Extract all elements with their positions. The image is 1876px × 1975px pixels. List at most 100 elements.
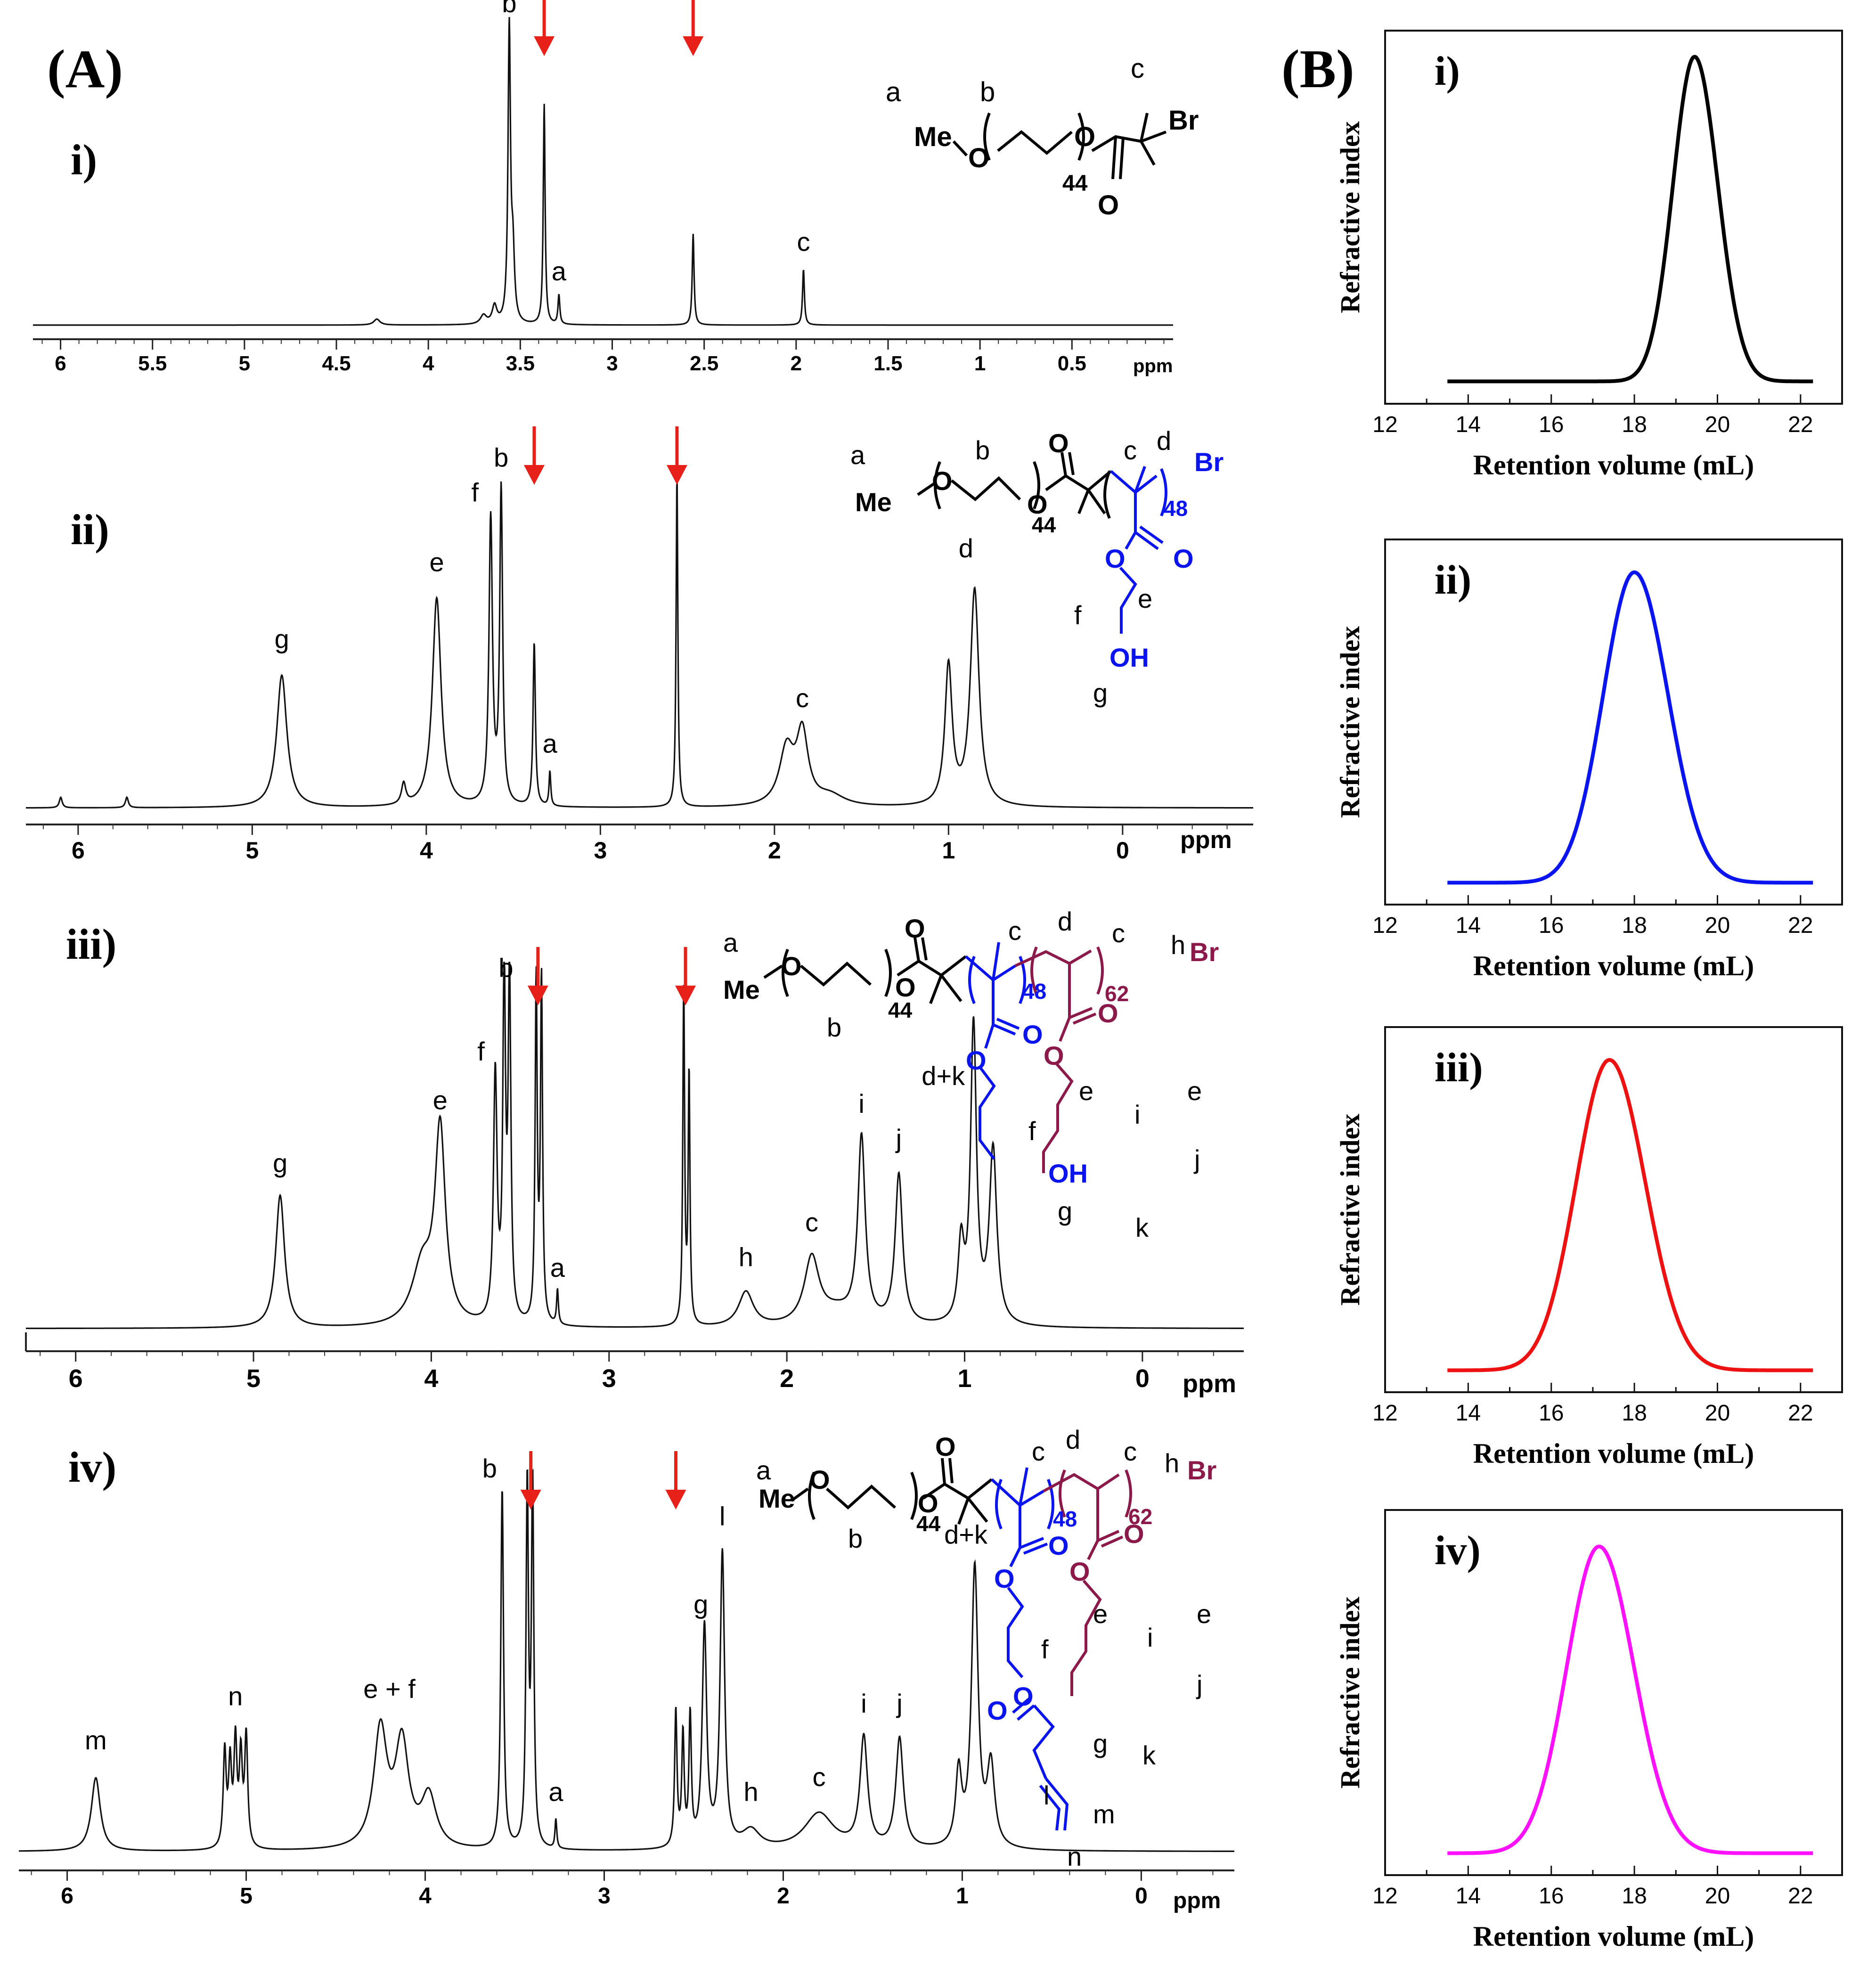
gpc-frame xyxy=(1384,30,1843,405)
nmr-peak-label: d+k xyxy=(944,1519,988,1549)
struct-iii-label-i: i xyxy=(1134,1100,1140,1129)
struct-ii-n-peg: 44 xyxy=(1032,513,1056,537)
struct-iii-n-ba: 62 xyxy=(1105,981,1129,1006)
struct-iii-n-peg: 44 xyxy=(888,998,913,1022)
gpc-panel-label: iii) xyxy=(1435,1045,1483,1091)
gpc-tick-label: 20 xyxy=(1705,1401,1730,1426)
struct-i-o1: O xyxy=(968,143,989,173)
struct-iii-label-c2: c xyxy=(1112,918,1125,948)
nmr-peak-label: a xyxy=(552,256,567,286)
struct-iv-label-i: i xyxy=(1147,1623,1153,1652)
gpc-trace xyxy=(1446,570,1814,885)
struct-iv-label-g: g xyxy=(1093,1729,1108,1758)
gpc-y-label: Refractive index xyxy=(1335,626,1365,818)
struct-iv-n-peg: 44 xyxy=(916,1511,941,1536)
nmr-peak-label: g xyxy=(275,624,289,653)
nmr-peak-label: n xyxy=(228,1681,243,1711)
gpc-trace xyxy=(1446,1058,1814,1372)
gpc-trace-iii: iii) 12 14 16 18 20 22 Retention volume (mL) Ref… xyxy=(1335,1026,1843,1469)
gpc-tick-label: 14 xyxy=(1456,913,1481,938)
nmr-peak-label: c xyxy=(796,683,809,713)
struct-ii-o2: O xyxy=(1027,490,1048,519)
nmr-tick-label: 3.5 xyxy=(506,352,535,375)
panel-label-b: (B) xyxy=(1281,39,1354,99)
panel-label-a: (A) xyxy=(47,39,123,99)
nmr-tick-label: 3 xyxy=(598,1884,611,1909)
nmr-peak-label: m xyxy=(85,1725,107,1755)
gpc-trace-ii: ii) 12 14 16 18 20 22 Retention volume (mL) Refr… xyxy=(1335,539,1843,981)
nmr-tick-label: 1 xyxy=(958,1364,972,1393)
struct-iv-me: Me xyxy=(759,1484,795,1513)
nmr-tick-label: 2 xyxy=(791,352,802,375)
struct-i-label-c: c xyxy=(1131,53,1144,84)
struct-iii-o2: O xyxy=(895,972,916,1002)
struct-ii-o4: O xyxy=(1105,544,1126,573)
gpc-tick-label: 14 xyxy=(1456,412,1481,437)
structure-i: a b c Me O O O 44 Br xyxy=(886,53,1199,220)
arrow-head xyxy=(665,1490,686,1510)
nmr-peak-label: g xyxy=(693,1590,708,1619)
nmr-peak-label: d+k xyxy=(922,1061,965,1091)
nmr-tick-label: 2.5 xyxy=(690,352,718,375)
struct-i-o3: O xyxy=(1098,190,1119,220)
nmr-tick-label: 4 xyxy=(420,837,433,864)
arrow-head xyxy=(666,465,687,485)
struct-ii-me: Me xyxy=(855,487,892,517)
struct-iv-o7: O xyxy=(987,1696,1008,1725)
nmr-tick-label: 2 xyxy=(780,1364,794,1393)
struct-iv-label-m: m xyxy=(1093,1799,1115,1829)
struct-iii-me: Me xyxy=(723,975,760,1004)
struct-iii-o6: O xyxy=(1098,998,1118,1028)
nmr-peak-label: a xyxy=(543,728,558,758)
gpc-x-label: Retention volume (mL) xyxy=(1473,449,1754,481)
struct-iv-o2: O xyxy=(918,1488,938,1518)
struct-iii-label-j: j xyxy=(1193,1144,1200,1174)
nmr-peak-label: i xyxy=(858,1089,864,1118)
struct-iii-label-h: h xyxy=(1171,930,1185,960)
gpc-x-label: Retention volume (mL) xyxy=(1473,1438,1754,1469)
nmr-tick-label: 5 xyxy=(240,1884,253,1909)
nmr-tick-label: 3 xyxy=(606,352,618,375)
gpc-panel-label: i) xyxy=(1435,49,1460,94)
gpc-tick-label: 20 xyxy=(1705,412,1730,437)
struct-iii-o4: O xyxy=(1022,1020,1043,1049)
struct-iv-label-d: d xyxy=(1066,1425,1080,1454)
struct-iv-br: Br xyxy=(1187,1455,1216,1485)
struct-iv-label-b: b xyxy=(848,1524,863,1553)
nmr-peak-label: c xyxy=(797,227,810,256)
gpc-panel-label: iv) xyxy=(1435,1528,1481,1574)
nmr-peak-label: e xyxy=(433,1085,448,1115)
gpc-tick-label: 20 xyxy=(1705,1884,1730,1909)
arrow-head xyxy=(527,986,548,1005)
nmr-peak-label: j xyxy=(896,1689,902,1718)
gpc-tick-label: 18 xyxy=(1622,913,1647,938)
gpc-trace xyxy=(1446,55,1814,384)
gpc-frame xyxy=(1384,1026,1843,1393)
struct-iv-label-e1: e xyxy=(1093,1599,1108,1629)
solvent-arrow-icon xyxy=(520,1451,541,1510)
nmr-tick-label: 4 xyxy=(419,1884,432,1909)
nmr-peak-label: e + f xyxy=(363,1674,416,1704)
struct-iv-label-l: l xyxy=(1044,1780,1049,1810)
struct-iv-label-n: n xyxy=(1067,1842,1082,1871)
gpc-tick-label: 14 xyxy=(1456,1401,1481,1426)
gpc-tick-label: 22 xyxy=(1788,1884,1813,1909)
gpc-tick-label: 22 xyxy=(1788,913,1813,938)
struct-ii-n-hema: 48 xyxy=(1164,496,1188,521)
struct-ii-label-a: a xyxy=(850,440,865,470)
nmr-axis-label: ppm xyxy=(1173,1888,1221,1913)
nmr-spectrum-i: i) 6 5.5 5 4.5 4 3.5 3 2.5 2 1.5 1 0.5 ppm b a c xyxy=(33,0,1173,376)
struct-iii-label-b: b xyxy=(827,1012,841,1042)
struct-iv-o3: O xyxy=(935,1432,956,1461)
struct-iii-label-e2: e xyxy=(1187,1076,1202,1106)
nmr-axis-label: ppm xyxy=(1133,356,1173,376)
struct-iv-label-f: f xyxy=(1041,1634,1049,1664)
structure-ii: a b c d e f g Me O O O 44 Br 48 O O OH xyxy=(850,426,1223,708)
struct-ii-o3: O xyxy=(1048,428,1069,458)
nmr-tick-label: 6 xyxy=(55,352,66,375)
nmr-tick-label: 2 xyxy=(777,1884,790,1909)
struct-iii-label-k: k xyxy=(1135,1213,1149,1242)
